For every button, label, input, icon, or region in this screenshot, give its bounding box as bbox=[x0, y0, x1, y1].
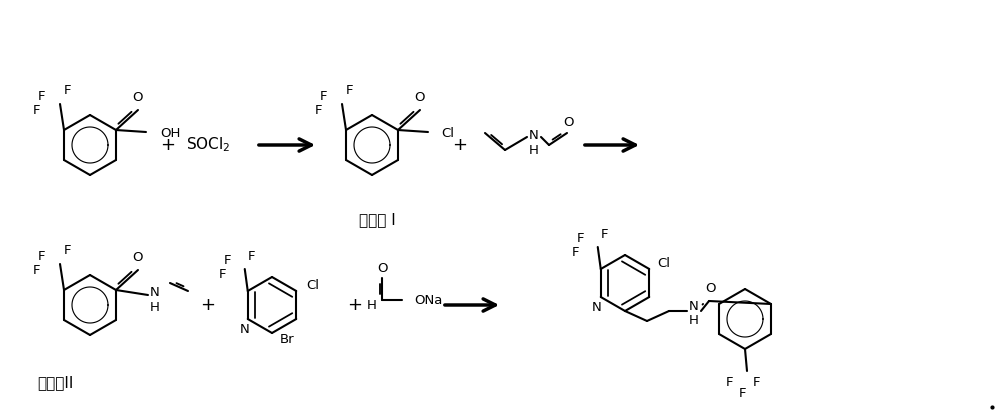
Text: N: N bbox=[689, 300, 699, 312]
Text: Cl: Cl bbox=[306, 278, 319, 291]
Text: F: F bbox=[63, 244, 71, 256]
Text: F: F bbox=[726, 376, 734, 388]
Text: N: N bbox=[592, 300, 602, 313]
Text: H: H bbox=[689, 313, 699, 327]
Text: F: F bbox=[219, 268, 227, 281]
Text: N: N bbox=[150, 286, 160, 298]
Text: O: O bbox=[133, 251, 143, 264]
Text: F: F bbox=[248, 249, 256, 263]
Text: H: H bbox=[529, 144, 539, 156]
Text: +: + bbox=[160, 136, 176, 154]
Text: F: F bbox=[577, 232, 585, 244]
Text: F: F bbox=[345, 83, 353, 97]
Text: F: F bbox=[32, 264, 40, 276]
Text: Cl: Cl bbox=[657, 256, 670, 269]
Text: F: F bbox=[37, 90, 45, 103]
Text: H: H bbox=[367, 298, 377, 312]
Text: N: N bbox=[529, 129, 539, 142]
Text: 中间体II: 中间体II bbox=[37, 376, 73, 391]
Text: Cl: Cl bbox=[441, 127, 454, 139]
Text: OH: OH bbox=[160, 127, 180, 139]
Text: O: O bbox=[564, 117, 574, 129]
Text: +: + bbox=[200, 296, 216, 314]
Text: F: F bbox=[601, 227, 609, 241]
Text: H: H bbox=[150, 300, 160, 313]
Text: F: F bbox=[753, 376, 761, 388]
Text: 中间体 I: 中间体 I bbox=[359, 212, 395, 227]
Text: F: F bbox=[63, 83, 71, 97]
Text: F: F bbox=[572, 246, 580, 259]
Text: +: + bbox=[348, 296, 362, 314]
Text: O: O bbox=[706, 281, 716, 295]
Text: Br: Br bbox=[280, 332, 295, 346]
Text: F: F bbox=[37, 249, 45, 263]
Text: F: F bbox=[224, 254, 232, 266]
Text: +: + bbox=[452, 136, 467, 154]
Text: F: F bbox=[739, 386, 747, 400]
Text: O: O bbox=[377, 261, 387, 274]
Text: O: O bbox=[133, 90, 143, 103]
Text: N: N bbox=[240, 322, 250, 335]
Text: F: F bbox=[32, 103, 40, 117]
Text: O: O bbox=[415, 90, 425, 103]
Text: SOCl$_2$: SOCl$_2$ bbox=[186, 136, 230, 154]
Text: ONa: ONa bbox=[414, 293, 442, 307]
Text: F: F bbox=[319, 90, 327, 103]
Text: F: F bbox=[314, 103, 322, 117]
